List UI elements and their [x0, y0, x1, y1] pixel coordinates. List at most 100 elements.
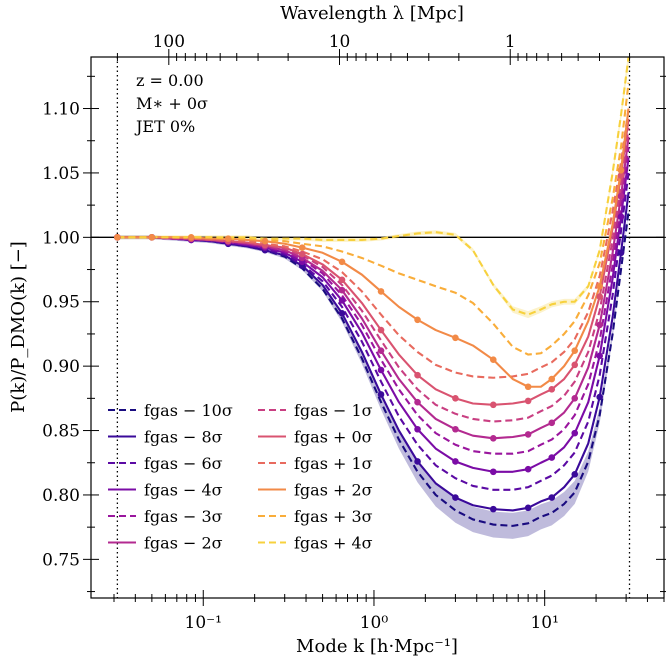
series-marker-1-16 [414, 458, 421, 465]
series-marker-7-18 [452, 395, 459, 402]
series-marker-3-16 [414, 425, 421, 433]
legend-label-0: fgas − 10σ [144, 401, 233, 420]
series-marker-3-12 [338, 297, 346, 304]
series-marker-7-14 [377, 326, 385, 334]
series-marker-1-30 [617, 249, 625, 257]
series-marker-7-16 [414, 371, 421, 379]
legend-label-6: fgas − 1σ [294, 401, 373, 420]
y-tick-label-5: 1.00 [42, 228, 80, 248]
series-marker-1-24 [548, 494, 556, 501]
series-lines [117, 57, 630, 527]
x-tick-label-0: 10⁻¹ [185, 613, 222, 633]
top-tick-label-0: 100 [153, 32, 185, 52]
series-marker-9-2 [148, 234, 156, 241]
legend: fgas − 10σ fgas − 8σ fgas − 6σ fgas − 4σ fga… [108, 401, 373, 553]
series-marker-9-4 [187, 234, 195, 241]
y-tick-label-2: 0.85 [42, 422, 80, 442]
series-marker-3-28 [596, 352, 603, 360]
annotation-redshift: z = 0.00 [136, 71, 204, 90]
legend-label-9: fgas + 2σ [294, 481, 373, 500]
series-marker-9-30 [617, 167, 625, 174]
series-marker-5-12 [338, 286, 346, 294]
y-tick-label-4: 0.95 [42, 293, 80, 313]
series-marker-5-20 [489, 434, 497, 442]
axis-tick-labels: 10⁻¹ 10⁰ 10¹ 0.75 0.80 0.85 0.90 0.95 1.00 1.05 1.… [42, 32, 559, 633]
series-marker-3-18 [452, 458, 459, 465]
series-marker-9-28 [596, 282, 603, 290]
series-line-6 [117, 127, 630, 423]
series-marker-5-30 [617, 192, 625, 200]
legend-label-7: fgas + 0σ [294, 428, 373, 447]
series-marker-9-12 [338, 258, 346, 266]
series-line-2 [117, 172, 630, 491]
legend-label-3: fgas − 4σ [144, 481, 223, 500]
legend-label-11: fgas + 4σ [294, 534, 373, 553]
series-marker-9-20 [489, 356, 497, 364]
series-marker-5-24 [548, 419, 556, 427]
legend-label-10: fgas + 3σ [294, 507, 373, 526]
y-tick-label-1: 0.80 [42, 486, 80, 506]
series-marker-5-26 [571, 395, 579, 402]
x-axis-title: Mode k [h·Mpc⁻¹] [296, 636, 458, 657]
series-marker-5-28 [596, 321, 603, 329]
series-line-10 [117, 82, 630, 356]
y-tick-label-6: 1.05 [42, 164, 80, 184]
series-marker-3-24 [548, 454, 556, 461]
series-marker-7-30 [617, 172, 625, 179]
series-marker-1-12 [338, 310, 346, 317]
series-line-0 [117, 211, 630, 527]
series-marker-9-0 [114, 234, 121, 241]
series-marker-7-22 [524, 397, 532, 405]
series-marker-1-14 [377, 391, 385, 398]
axis-ticks [83, 49, 666, 606]
series-marker-5-22 [524, 431, 532, 438]
series-marker-9-16 [414, 316, 421, 324]
series-marker-9-14 [377, 288, 385, 295]
series-marker-3-20 [489, 468, 497, 476]
annotation-jet: JET 0% [134, 117, 195, 136]
series-marker-9-10 [298, 244, 306, 251]
series-line-4 [117, 147, 630, 455]
series-markers [114, 167, 625, 513]
series-marker-9-6 [224, 235, 232, 242]
series-marker-9-24 [548, 375, 556, 383]
series-marker-1-26 [571, 471, 579, 478]
series-marker-9-8 [261, 237, 269, 245]
y-tick-label-3: 0.90 [42, 357, 80, 377]
series-marker-9-22 [524, 383, 532, 391]
series-marker-3-26 [571, 429, 579, 437]
series-marker-7-28 [596, 293, 603, 300]
series-marker-7-24 [548, 386, 556, 393]
series-marker-3-22 [524, 465, 532, 473]
series-marker-7-26 [571, 361, 579, 369]
series-marker-7-20 [489, 401, 497, 409]
series-marker-1-28 [596, 393, 603, 401]
series-marker-7-10 [298, 250, 306, 258]
x-tick-label-1: 10⁰ [360, 613, 389, 633]
legend-label-8: fgas + 1σ [294, 454, 373, 473]
series-marker-1-18 [452, 494, 459, 501]
legend-label-5: fgas − 2σ [144, 534, 223, 553]
series-marker-1-20 [489, 505, 497, 513]
series-marker-9-26 [571, 347, 579, 354]
legend-label-2: fgas − 6σ [144, 454, 223, 473]
y-axis-title: P(k)/P_DMO(k) [−] [8, 241, 29, 413]
series-marker-3-14 [377, 366, 385, 374]
y-tick-label-7: 1.10 [42, 100, 80, 120]
series-line-11 [117, 57, 630, 316]
top-axis-title: Wavelength λ [Mpc] [280, 3, 464, 24]
series-marker-1-22 [524, 504, 532, 512]
annotation-stellar-mass: M∗ + 0σ [136, 94, 208, 113]
x-tick-label-2: 10¹ [530, 613, 558, 633]
top-tick-label-2: 1 [505, 32, 516, 52]
series-marker-5-16 [414, 398, 421, 406]
series-marker-7-12 [338, 276, 346, 284]
y-tick-label-0: 0.75 [42, 550, 80, 570]
top-tick-label-1: 10 [329, 32, 351, 52]
legend-label-1: fgas − 8σ [144, 428, 223, 447]
series-marker-5-18 [452, 425, 459, 433]
series-marker-9-18 [452, 334, 459, 342]
series-marker-5-14 [377, 347, 385, 354]
